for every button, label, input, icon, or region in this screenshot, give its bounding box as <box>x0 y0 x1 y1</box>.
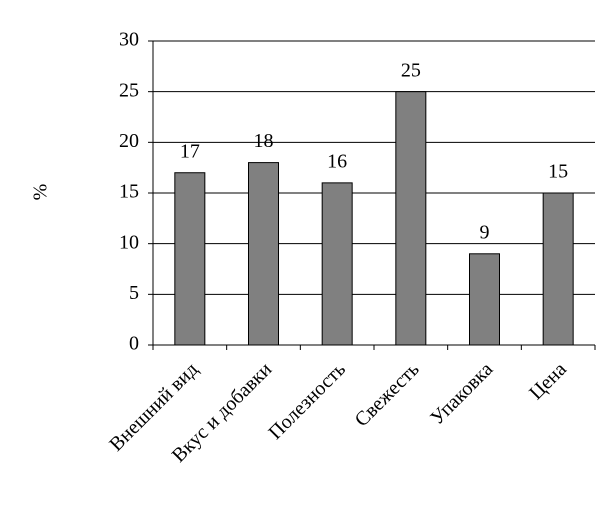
data-label: 16 <box>327 150 347 172</box>
y-tick-label: 20 <box>119 130 139 152</box>
data-label: 9 <box>480 221 490 243</box>
x-tick-label: Упаковка <box>426 358 497 429</box>
data-label: 17 <box>180 140 200 162</box>
bar <box>248 162 279 346</box>
y-axis-label: % <box>30 184 52 201</box>
data-label: 15 <box>548 161 568 183</box>
data-label: 18 <box>254 130 274 152</box>
bar <box>542 192 574 346</box>
bar <box>469 253 500 346</box>
y-tick-label: 25 <box>119 79 139 101</box>
x-tick-label: Свежесть <box>351 358 424 431</box>
bar <box>395 91 427 346</box>
bar <box>321 182 353 346</box>
y-tick-label: 0 <box>129 333 139 355</box>
data-label: 25 <box>401 59 421 81</box>
y-tick-label: 5 <box>129 282 139 304</box>
x-tick-label: Цена <box>525 358 571 404</box>
x-tick-label: Полезность <box>264 358 350 444</box>
bar <box>174 172 206 346</box>
y-tick-label: 15 <box>119 181 139 203</box>
y-tick-label: 30 <box>119 29 139 51</box>
y-tick-label: 10 <box>119 231 139 253</box>
